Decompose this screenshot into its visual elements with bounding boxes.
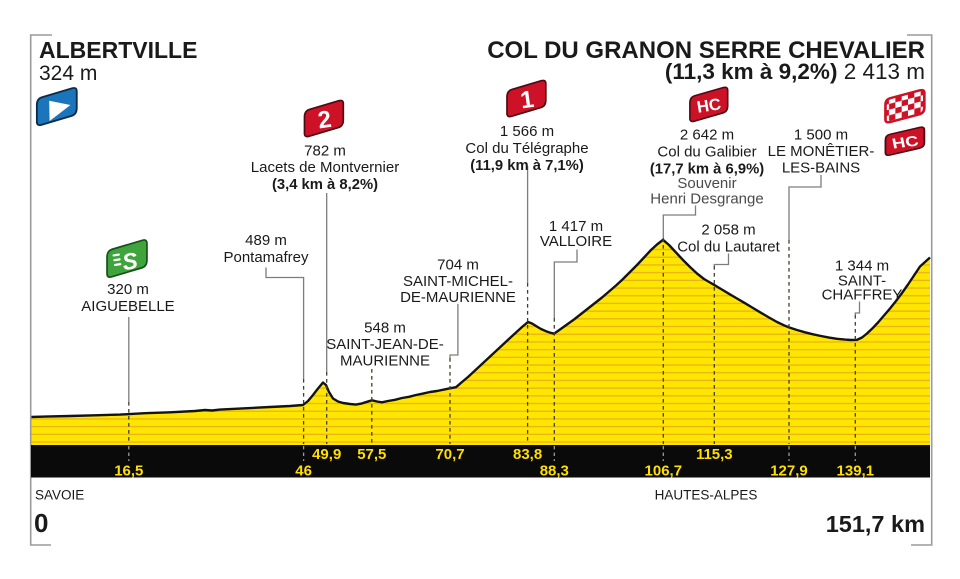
svg-text:16,5: 16,5	[114, 463, 143, 480]
svg-text:VALLOIRE: VALLOIRE	[540, 233, 612, 250]
svg-text:70,7: 70,7	[435, 446, 464, 463]
svg-text:Col du Lautaret: Col du Lautaret	[677, 239, 780, 256]
svg-text:(11,3 km à 9,2%) 2 413 m: (11,3 km à 9,2%) 2 413 m	[665, 59, 925, 84]
svg-text:Lacets de Montvernier: Lacets de Montvernier	[251, 159, 399, 176]
svg-text:HC: HC	[891, 133, 920, 152]
svg-text:1 344 m: 1 344 m	[835, 258, 889, 275]
svg-text:SAINT-JEAN-DE-: SAINT-JEAN-DE-	[326, 336, 444, 353]
svg-text:Pontamafrey: Pontamafrey	[223, 249, 309, 266]
svg-text:(3,4 km à 8,2%): (3,4 km à 8,2%)	[272, 177, 378, 193]
svg-text:548 m: 548 m	[364, 320, 406, 337]
svg-text:SAINT-: SAINT-	[838, 273, 886, 290]
svg-text:(17,7 km à 6,9%): (17,7 km à 6,9%)	[650, 162, 764, 178]
svg-text:46: 46	[295, 463, 312, 480]
svg-text:782 m: 782 m	[304, 143, 346, 160]
svg-text:49,9: 49,9	[312, 446, 341, 463]
svg-text:1 500 m: 1 500 m	[794, 127, 848, 144]
svg-text:115,3: 115,3	[696, 446, 733, 463]
svg-text:2 642 m: 2 642 m	[680, 127, 734, 144]
svg-text:Col du Galibier: Col du Galibier	[657, 144, 756, 161]
svg-text:Souvenir: Souvenir	[677, 175, 736, 192]
svg-text:HC: HC	[696, 94, 723, 116]
svg-text:SAINT-MICHEL-: SAINT-MICHEL-	[403, 273, 513, 290]
svg-text:(11,9 km à 7,1%): (11,9 km à 7,1%)	[470, 158, 584, 174]
svg-text:1: 1	[519, 86, 536, 115]
svg-text:AIGUEBELLE: AIGUEBELLE	[81, 298, 174, 315]
svg-text:704 m: 704 m	[437, 257, 479, 274]
svg-text:139,1: 139,1	[837, 463, 875, 480]
svg-text:57,5: 57,5	[357, 446, 386, 463]
svg-text:1 417 m: 1 417 m	[549, 218, 603, 235]
svg-text:320 m: 320 m	[107, 281, 149, 298]
svg-text:S: S	[120, 247, 140, 275]
svg-text:ALBERTVILLE: ALBERTVILLE	[39, 37, 197, 63]
svg-text:SAVOIE: SAVOIE	[35, 488, 84, 503]
svg-text:151,7 km: 151,7 km	[826, 511, 925, 537]
svg-text:106,7: 106,7	[645, 463, 683, 480]
svg-text:HAUTES-ALPES: HAUTES-ALPES	[655, 488, 758, 503]
svg-text:1 566 m: 1 566 m	[500, 123, 554, 140]
svg-text:CHAFFREY: CHAFFREY	[822, 287, 903, 304]
svg-text:Col du Télégraphe: Col du Télégraphe	[465, 140, 588, 157]
svg-text:324 m: 324 m	[39, 62, 97, 85]
svg-text:489 m: 489 m	[245, 232, 287, 249]
svg-text:127,9: 127,9	[770, 463, 808, 480]
svg-text:COL DU GRANON SERRE CHEVALIER: COL DU GRANON SERRE CHEVALIER	[487, 37, 925, 64]
svg-text:MAURIENNE: MAURIENNE	[340, 353, 430, 370]
svg-text:83,8: 83,8	[513, 446, 542, 463]
svg-text:Henri Desgrange: Henri Desgrange	[650, 191, 763, 208]
svg-text:DE-MAURIENNE: DE-MAURIENNE	[400, 289, 516, 306]
svg-text:0: 0	[34, 508, 48, 538]
svg-text:88,3: 88,3	[540, 463, 569, 480]
svg-text:2 058 m: 2 058 m	[701, 222, 755, 239]
svg-text:2: 2	[316, 106, 333, 135]
svg-text:LES-BAINS: LES-BAINS	[782, 160, 860, 177]
svg-text:LE MONÊTIER-: LE MONÊTIER-	[768, 143, 875, 160]
